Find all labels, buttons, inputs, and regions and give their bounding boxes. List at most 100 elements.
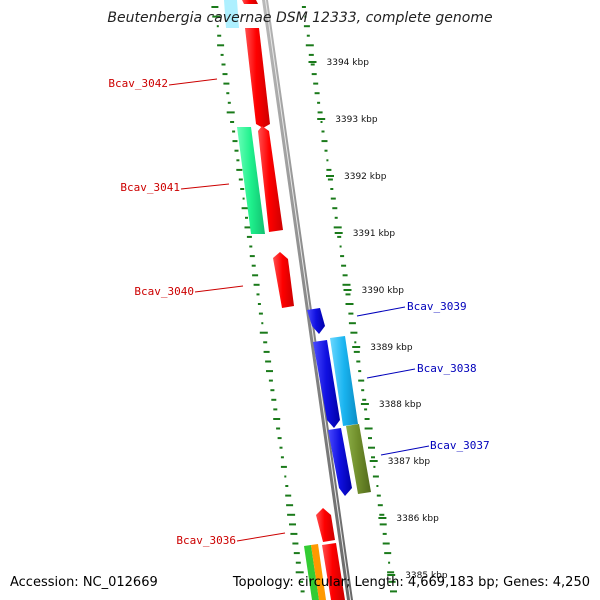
gc-outer-tick bbox=[371, 456, 375, 459]
gc-outer-tick bbox=[310, 63, 315, 66]
gene-label-bcav-3036[interactable]: Bcav_3036 bbox=[176, 534, 236, 547]
gc-inner-tick bbox=[273, 408, 278, 411]
gene-bcav-3041-partner[interactable] bbox=[237, 127, 265, 234]
gc-outer-tick bbox=[376, 485, 379, 487]
gc-outer-tick bbox=[341, 264, 347, 267]
scale-tick-label: 3394 kbp bbox=[327, 58, 370, 68]
gene-label-bcav-3041[interactable]: Bcav_3041 bbox=[120, 181, 180, 194]
gene-top-red-partial[interactable] bbox=[242, 0, 258, 4]
gc-inner-tick bbox=[212, 15, 221, 18]
gc-outer-tick bbox=[327, 178, 333, 181]
gene-top-light-cyan[interactable] bbox=[224, 0, 239, 28]
gc-outer-tick bbox=[321, 130, 325, 133]
genome-backbone-highlight bbox=[265, 0, 351, 600]
gc-inner-tick bbox=[234, 149, 239, 152]
gc-inner-tick bbox=[227, 101, 231, 104]
scale-tick bbox=[334, 232, 343, 234]
scale-tick-label: 3391 kbp bbox=[353, 229, 396, 239]
gene-bottom-red[interactable] bbox=[322, 543, 345, 600]
gc-outer-tick bbox=[306, 34, 310, 37]
leader-line-bcav-3039 bbox=[356, 306, 406, 317]
gc-outer-tick bbox=[348, 312, 354, 315]
gc-outer-tick bbox=[345, 293, 351, 296]
gc-outer-tick bbox=[373, 465, 376, 468]
gc-outer-tick bbox=[387, 571, 395, 574]
gc-outer-tick bbox=[337, 235, 342, 238]
accession-label: Accession: NC_012669 bbox=[10, 575, 158, 590]
gc-inner-tick bbox=[223, 82, 230, 85]
scale-tick-label: 3389 kbp bbox=[370, 343, 413, 353]
scale-tick bbox=[369, 460, 378, 462]
gc-outer-tick bbox=[356, 360, 361, 363]
gc-inner-tick bbox=[268, 379, 273, 382]
gc-inner-tick bbox=[256, 293, 260, 296]
gene-label-bcav-3039[interactable]: Bcav_3039 bbox=[407, 300, 467, 313]
gc-inner-tick bbox=[266, 370, 273, 373]
gene-label-bcav-3037[interactable]: Bcav_3037 bbox=[430, 439, 490, 452]
gc-outer-tick bbox=[321, 140, 328, 143]
gc-outer-tick bbox=[340, 255, 345, 258]
gc-inner-tick bbox=[261, 322, 264, 325]
scale-tick-label: 3386 kbp bbox=[396, 514, 439, 524]
gc-inner-tick bbox=[287, 513, 296, 516]
gc-outer-tick bbox=[326, 168, 332, 171]
map-title: Beutenbergia cavernae DSM 12333, complet… bbox=[107, 10, 493, 26]
scale-tick-label: 3387 kbp bbox=[388, 457, 431, 467]
gc-inner-tick bbox=[273, 418, 281, 420]
gc-outer-tick bbox=[330, 197, 336, 200]
gene-label-bcav-3040[interactable]: Bcav_3040 bbox=[134, 285, 194, 298]
gc-outer-tick bbox=[364, 427, 373, 430]
scale-ruler: 3394 kbp 3393 kbp 3392 kbp 3391 kbp 3390 kbp… bbox=[308, 58, 448, 581]
leader-line-bcav-3037 bbox=[380, 445, 430, 456]
gc-track-inner bbox=[211, 6, 305, 593]
gc-inner-tick bbox=[246, 235, 252, 238]
gc-outer-tick bbox=[304, 15, 307, 18]
gc-outer-tick bbox=[364, 408, 368, 411]
scale-tick bbox=[352, 346, 361, 348]
gc-outer-tick bbox=[368, 437, 372, 440]
gene-bcav-3038-partner[interactable] bbox=[330, 336, 358, 426]
gc-outer-tick bbox=[314, 92, 320, 95]
gc-inner-tick bbox=[277, 437, 282, 440]
gene-label-bcav-3038[interactable]: Bcav_3038 bbox=[417, 362, 477, 375]
genome-summary: Topology: circular; Length: 4,669,183 bp… bbox=[232, 575, 590, 590]
gc-outer-tick bbox=[379, 523, 387, 526]
leader-line-bcav-3038 bbox=[366, 368, 416, 379]
gc-inner-tick bbox=[211, 6, 219, 8]
scale-tick-label: 3385 kbp bbox=[405, 571, 448, 581]
gene-bottom-orange[interactable] bbox=[311, 544, 326, 600]
gene-label-bcav-3042[interactable]: Bcav_3042 bbox=[108, 77, 168, 90]
gc-outer-tick bbox=[339, 245, 342, 248]
gc-inner-tick bbox=[300, 590, 305, 593]
gc-outer-tick bbox=[333, 226, 342, 229]
gene-bcav-3039[interactable] bbox=[307, 308, 325, 334]
gc-inner-tick bbox=[241, 207, 249, 210]
gc-outer-tick bbox=[342, 274, 348, 277]
gene-bcav-3040[interactable] bbox=[273, 252, 294, 308]
scale-tick bbox=[343, 289, 352, 291]
gc-outer-tick bbox=[324, 149, 328, 152]
gc-inner-tick bbox=[226, 111, 235, 114]
gc-outer-tick bbox=[345, 303, 354, 305]
gc-inner-tick bbox=[280, 465, 287, 468]
gc-inner-tick bbox=[244, 226, 252, 229]
scale-tick-label: 3393 kbp bbox=[335, 115, 378, 125]
leader-line-bcav-3041 bbox=[180, 183, 230, 190]
gc-outer-tick bbox=[332, 207, 338, 210]
gc-outer-tick bbox=[364, 418, 370, 420]
scale-tick-label: 3392 kbp bbox=[344, 172, 387, 182]
gc-inner-tick bbox=[217, 34, 222, 37]
gene-bcav-3038[interactable] bbox=[313, 340, 340, 428]
gene-bcav-3042[interactable] bbox=[245, 28, 270, 128]
gene-bcav-3037[interactable] bbox=[328, 428, 352, 496]
gc-inner-tick bbox=[236, 168, 243, 171]
gc-inner-tick bbox=[293, 552, 300, 555]
gc-inner-tick bbox=[230, 121, 235, 123]
gene-bcav-3037-partner[interactable] bbox=[346, 424, 371, 494]
gc-outer-tick bbox=[377, 504, 383, 507]
gene-bcav-3036[interactable] bbox=[316, 508, 335, 542]
scale-tick bbox=[326, 175, 334, 177]
gene-bottom-green[interactable] bbox=[304, 545, 319, 600]
gene-bcav-3041[interactable] bbox=[258, 126, 283, 232]
